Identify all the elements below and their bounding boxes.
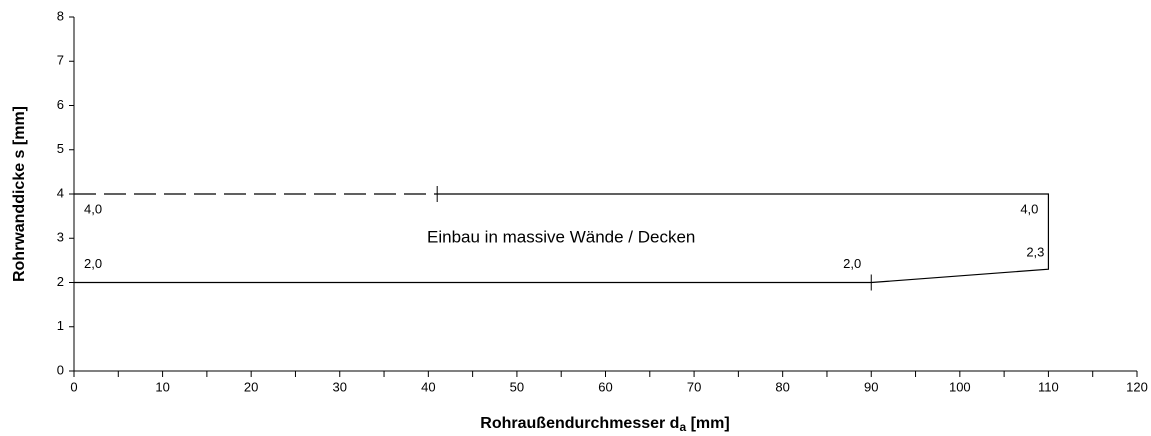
x-tick-label: 120: [1126, 379, 1148, 394]
point-label: 4,0: [1020, 201, 1038, 216]
x-tick-label: 20: [244, 379, 258, 394]
x-tick-label: 110: [1038, 379, 1059, 394]
y-tick-label: 0: [57, 362, 64, 377]
y-tick-label: 6: [57, 97, 64, 112]
point-label: 2,0: [84, 256, 102, 271]
x-tick-label: 30: [333, 379, 347, 394]
x-axis-label-subscript: a: [679, 420, 686, 434]
x-tick-label: 0: [70, 379, 77, 394]
x-tick-label: 60: [598, 379, 612, 394]
x-axis-label: Rohraußendurchmesser da [mm]: [480, 415, 729, 434]
point-label: 4,0: [84, 201, 102, 216]
y-tick-label: 2: [57, 274, 64, 289]
boundary-line: [74, 193, 1050, 284]
point-label: 2,3: [1026, 245, 1044, 260]
x-tick-label: 100: [949, 379, 971, 394]
annotation: Einbau in massive Wände / Decken: [427, 228, 695, 247]
x-tick-label: 90: [864, 379, 878, 394]
point-label: 2,0: [843, 256, 861, 271]
x-tick-label: 50: [510, 379, 524, 394]
y-tick-label: 7: [57, 53, 64, 68]
y-axis-label: Rohrwanddicke s [mm]: [11, 106, 28, 282]
x-tick-label: 40: [421, 379, 435, 394]
x-axis-label-suffix: [mm]: [686, 415, 730, 432]
x-axis-label-text: Rohraußendurchmesser d: [480, 415, 679, 432]
x-tick-label: 80: [775, 379, 789, 394]
y-tick-label: 5: [57, 141, 64, 156]
y-tick-label: 1: [57, 318, 64, 333]
x-tick-label: 10: [155, 379, 169, 394]
x-tick-label: 70: [687, 379, 701, 394]
y-tick-label: 8: [57, 8, 64, 23]
y-tick-label: 3: [57, 230, 64, 245]
y-tick-label: 4: [57, 185, 64, 200]
